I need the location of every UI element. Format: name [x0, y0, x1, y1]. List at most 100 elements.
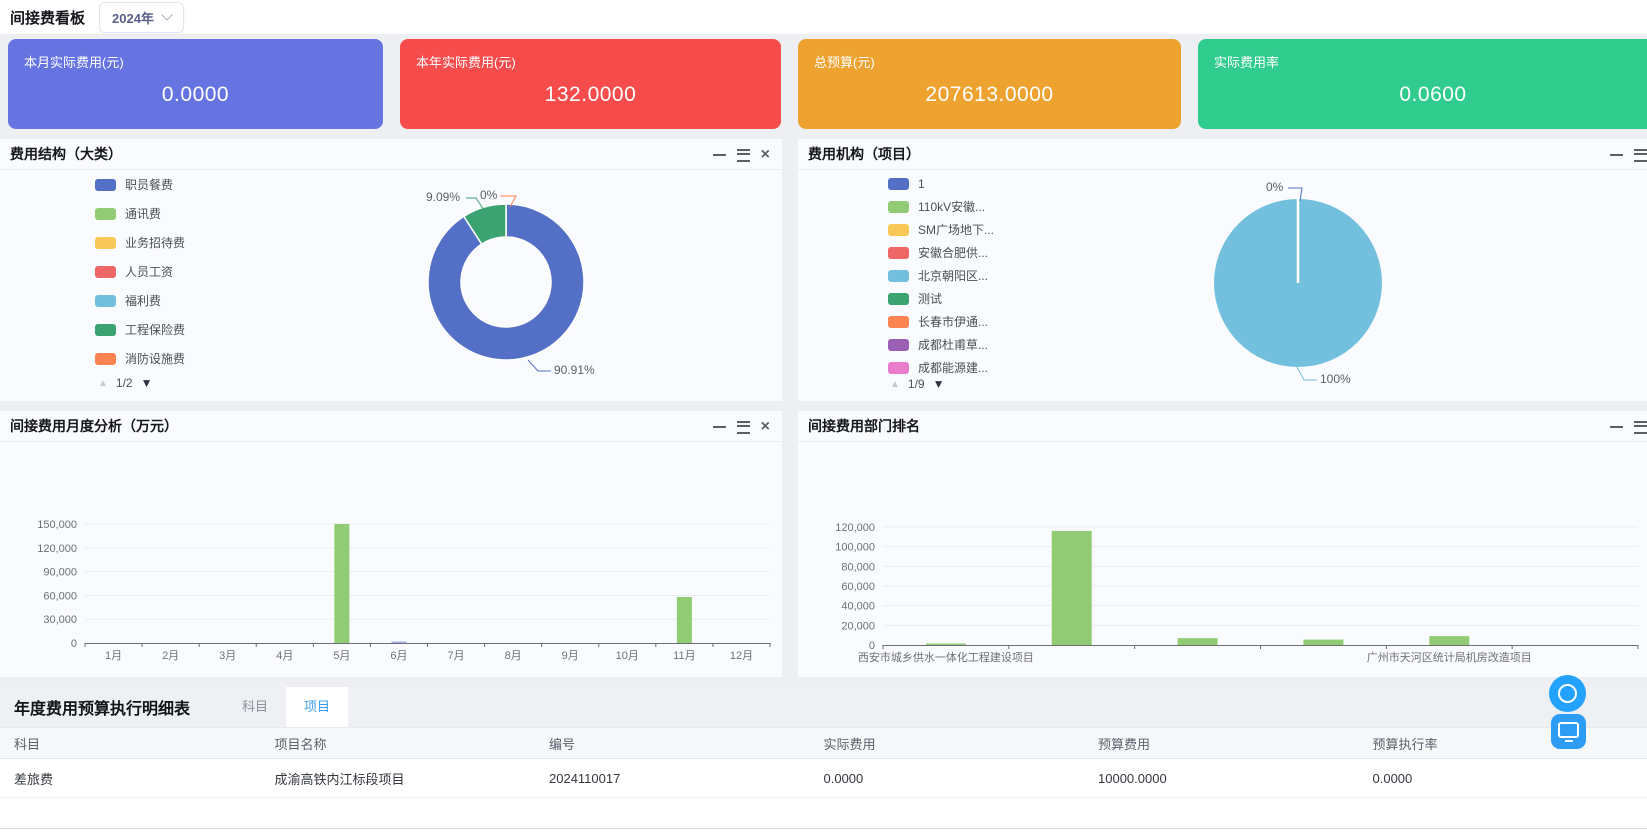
minimize-icon[interactable]	[1609, 154, 1623, 156]
minimize-icon[interactable]	[712, 426, 726, 428]
table-strip: 年度费用预算执行明细表 科目 项目	[0, 687, 1647, 727]
chevron-down-icon	[161, 9, 173, 21]
minimize-icon[interactable]	[1609, 426, 1623, 428]
svg-text:100,000: 100,000	[835, 542, 875, 554]
dept-rank-bar-chart[interactable]: 0 20,000 40,000 60,000 80,000 100,000 120,000 西…	[798, 442, 1647, 677]
table-header-row: 科目 项目名称 编号 实际费用 预算费用 预算执行率	[0, 727, 1647, 759]
svg-text:60,000: 60,000	[841, 581, 875, 593]
legend-swatch-icon	[888, 200, 909, 213]
legend-item[interactable]: 安徽合肥供...	[888, 246, 994, 260]
legend-item[interactable]: 人员工资	[95, 265, 185, 279]
panel-expense-org: 费用机构（项目） × 1 110kV安徽... SM广场地下... 安徽合肥供... 北…	[798, 139, 1647, 401]
chat-button[interactable]	[1549, 675, 1586, 712]
panel-header: 费用机构（项目） ×	[798, 139, 1647, 170]
legend-label: 通讯费	[125, 207, 162, 221]
legend-label: 成都能源建...	[918, 361, 989, 375]
svg-text:150,000: 150,000	[37, 519, 77, 531]
kpi-label: 总预算(元)	[814, 55, 875, 70]
kpi-label: 本年实际费用(元)	[416, 55, 516, 70]
legend-label: SM广场地下...	[918, 223, 995, 237]
kpi-value: 0.0600	[1399, 83, 1467, 106]
legend-item[interactable]: SM广场地下...	[888, 223, 995, 237]
menu-icon[interactable]	[1633, 420, 1647, 434]
legend-label: 长春市伊通...	[918, 315, 989, 329]
minimize-icon[interactable]	[712, 154, 726, 156]
svg-text:90,000: 90,000	[43, 567, 77, 579]
legend-swatch-icon	[888, 269, 909, 282]
legend-label: 110kV安徽...	[918, 200, 986, 214]
legend-item[interactable]: 北京朝阳区...	[888, 269, 994, 283]
legend-item[interactable]: 福利费	[95, 294, 185, 308]
svg-text:4月: 4月	[276, 650, 293, 662]
menu-icon[interactable]	[736, 420, 750, 434]
svg-text:10月: 10月	[616, 650, 639, 662]
table-header-cell: 编号	[549, 727, 824, 759]
legend-pager: ▲ 1/9 ▼	[890, 377, 944, 391]
svg-text:6月: 6月	[390, 650, 407, 662]
page-down-icon[interactable]: ▼	[140, 376, 153, 390]
table-header-cell: 实际费用	[823, 727, 1098, 759]
tab-project[interactable]: 项目	[286, 687, 349, 727]
legend-item[interactable]: 通讯费	[95, 207, 185, 221]
panel-title: 间接费用部门排名	[808, 418, 920, 434]
monthly-bar-chart[interactable]: 0 30,000 60,000 90,000 120,000 150,000 1月 2月 3月 4…	[0, 442, 782, 677]
legend-label: 北京朝阳区...	[918, 269, 989, 283]
pie-legend: 1 110kV安徽... SM广场地下... 安徽合肥供... 北京朝阳区... 测试长春…	[888, 177, 994, 384]
legend-label: 工程保险费	[125, 323, 186, 337]
kpi-card-year-actual: 本年实际费用(元) 132.0000	[400, 39, 781, 129]
kpi-label: 本月实际费用(元)	[24, 55, 124, 70]
legend-swatch-icon	[95, 178, 116, 191]
menu-icon[interactable]	[1633, 148, 1647, 162]
customer-service-button[interactable]	[1551, 714, 1586, 749]
legend-item[interactable]: 1	[888, 177, 994, 191]
year-select-value: 2024年	[112, 10, 154, 26]
budget-table: 科目 项目名称 编号 实际费用 预算费用 预算执行率 差旅费 成渝高铁内江标段项目 20241…	[0, 727, 1647, 798]
page-down-icon[interactable]: ▼	[932, 377, 945, 391]
svg-text:2月: 2月	[162, 650, 179, 662]
table-header-cell: 预算费用	[1098, 727, 1373, 759]
kpi-card-total-budget: 总预算(元) 207613.0000	[798, 39, 1181, 129]
legend-label: 福利费	[125, 294, 162, 308]
pie-chart[interactable]	[1198, 183, 1398, 383]
page-up-icon[interactable]: ▲	[890, 378, 900, 390]
legend-item[interactable]: 职员餐费	[95, 178, 185, 192]
legend-label: 安徽合肥供...	[918, 246, 989, 260]
legend-swatch-icon	[888, 246, 909, 259]
table-title: 年度费用预算执行明细表	[14, 701, 191, 718]
close-icon[interactable]: ×	[760, 418, 770, 435]
table-cell: 10000.0000	[1098, 758, 1373, 798]
panel-dept-ranking: 间接费用部门排名 × 0 20,000 40,000 60,000 80,000 100,…	[798, 411, 1647, 677]
page-up-icon[interactable]: ▲	[98, 377, 108, 389]
donut-legend: 职员餐费通讯费业务招待费人员工资福利费工程保险费消防设施费	[95, 178, 185, 381]
donut-chart[interactable]	[406, 182, 606, 382]
svg-text:80,000: 80,000	[841, 561, 875, 573]
panel-header: 间接费用部门排名 ×	[798, 411, 1647, 442]
table-header-cell: 科目	[0, 727, 275, 759]
svg-text:120,000: 120,000	[37, 543, 77, 555]
legend-item[interactable]: 成都能源建...	[888, 361, 994, 375]
page-title: 间接费看板	[10, 9, 86, 27]
kpi-value: 0.0000	[161, 83, 230, 106]
legend-item[interactable]: 成都杜甫草...	[888, 338, 994, 352]
year-select[interactable]: 2024年	[99, 1, 184, 33]
svg-text:20,000: 20,000	[841, 620, 875, 632]
tab-subject[interactable]: 科目	[242, 699, 269, 714]
legend-item[interactable]: 110kV安徽...	[888, 200, 994, 214]
legend-item[interactable]: 工程保险费	[95, 323, 186, 337]
svg-text:120,000: 120,000	[835, 522, 875, 534]
legend-swatch-icon	[888, 292, 909, 305]
legend-item[interactable]: 测试	[888, 292, 994, 306]
legend-item[interactable]: 长春市伊通...	[888, 315, 994, 329]
kpi-label: 实际费用率	[1214, 55, 1280, 70]
dashboard-grid: 费用结构（大类） × 职员餐费通讯费业务招待费人员工资福利费工程保险费消防设施费…	[0, 139, 1647, 677]
close-icon[interactable]: ×	[760, 146, 770, 163]
svg-text:西安市城乡供水一体化工程建设项目: 西安市城乡供水一体化工程建设项目	[858, 650, 1034, 664]
legend-item[interactable]: 业务招待费	[95, 236, 185, 250]
panel-title: 费用结构（大类）	[10, 146, 122, 162]
topbar: 间接费看板 2024年	[0, 0, 1647, 34]
kpi-value: 207613.0000	[925, 83, 1054, 106]
menu-icon[interactable]	[736, 148, 750, 162]
legend-item[interactable]: 消防设施费	[95, 352, 185, 366]
svg-text:40,000: 40,000	[841, 601, 875, 613]
legend-label: 测试	[918, 292, 943, 306]
